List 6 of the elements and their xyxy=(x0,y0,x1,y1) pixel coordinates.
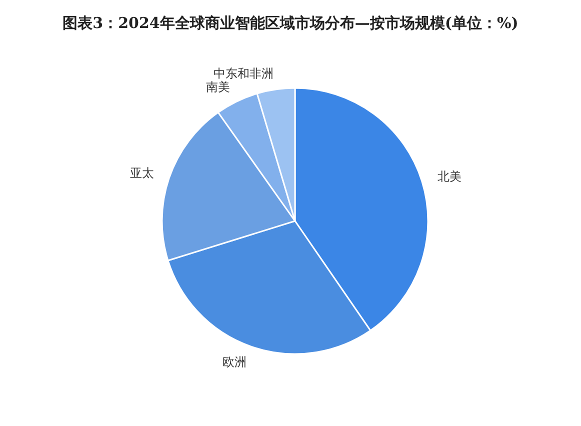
chart-title: 图表3：2024年全球商业智能区域市场分布—按市场规模(单位：%) xyxy=(62,13,520,34)
slice-label: 北美 xyxy=(437,170,462,184)
slice-label: 南美 xyxy=(206,80,230,94)
slice-label: 欧洲 xyxy=(222,354,246,369)
slice-label: 中东和非洲 xyxy=(214,66,274,81)
slice-label: 亚太 xyxy=(130,166,154,180)
